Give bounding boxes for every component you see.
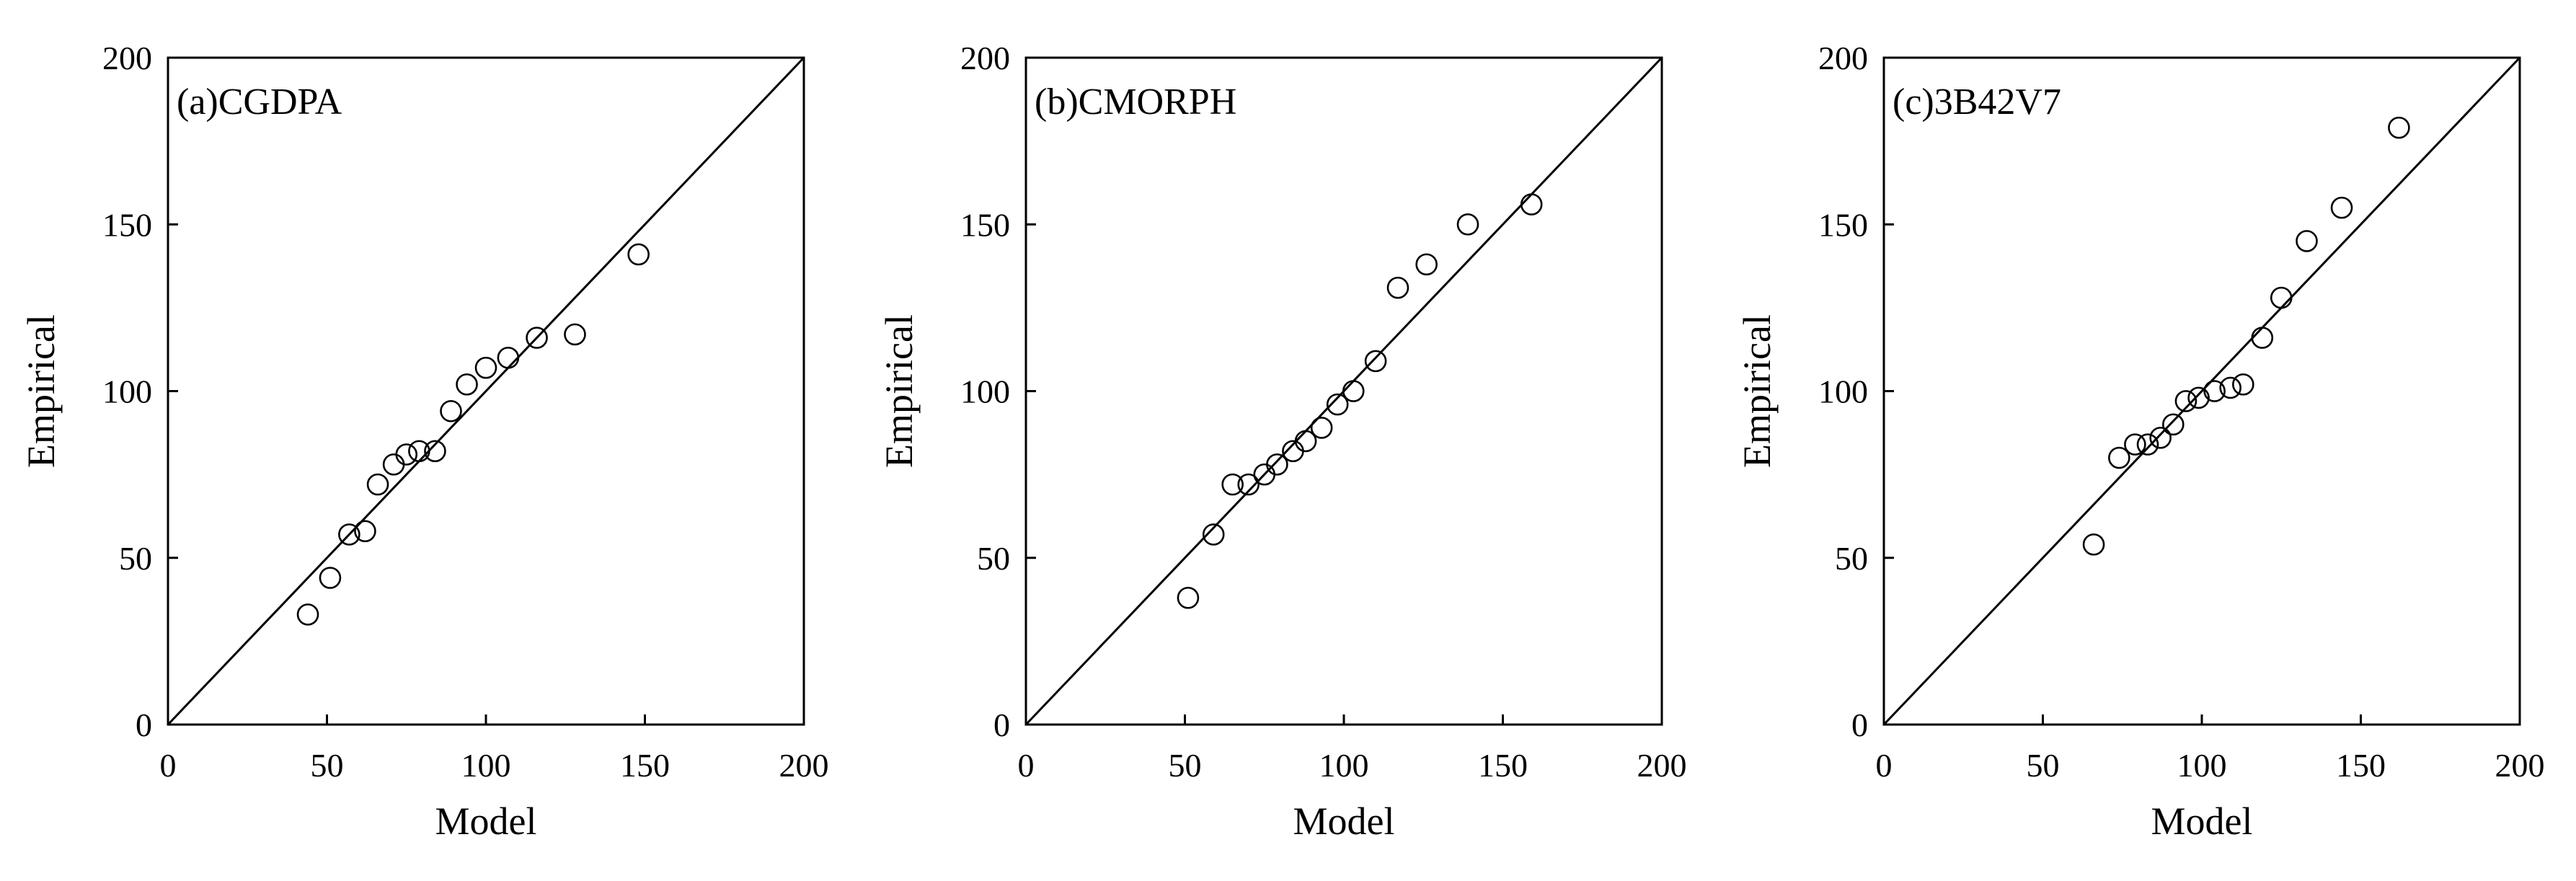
data-point — [1266, 453, 1288, 476]
data-point — [2149, 426, 2172, 449]
data-point — [564, 323, 586, 346]
data-point — [2174, 390, 2197, 412]
data-point — [338, 523, 360, 546]
x-axis-label: Model — [435, 800, 537, 843]
data-point — [1456, 213, 1479, 236]
data-point — [395, 443, 418, 466]
data-point — [1386, 276, 1409, 299]
y-tick-label: 0 — [136, 707, 152, 743]
data-point — [1326, 393, 1349, 416]
y-axis-label: Empirical — [19, 314, 63, 468]
y-tick-label: 100 — [1818, 373, 1868, 410]
data-point — [1364, 350, 1387, 373]
chart-panel-1: 0 50 100 150 200 0 50 100 150 200 (b)CMORPH Model Em… — [877, 40, 1687, 843]
data-point — [2251, 327, 2274, 349]
panel-title: (a)CGDPA — [177, 81, 342, 123]
y-tick-label: 150 — [960, 206, 1010, 243]
data-point — [296, 603, 319, 626]
data-point — [366, 473, 389, 496]
x-tick-label: 0 — [160, 747, 177, 784]
data-point — [2330, 196, 2353, 219]
chart-panel-0: 0 50 100 150 200 0 50 100 150 200 (a)CGDPA Model Emp… — [19, 40, 829, 843]
y-tick-label: 50 — [977, 540, 1010, 577]
data-point — [1342, 380, 1365, 402]
data-point — [497, 346, 520, 369]
data-point — [354, 520, 376, 543]
data-point — [1520, 193, 1543, 216]
x-tick-label: 150 — [1478, 747, 1528, 784]
data-point — [1237, 473, 1260, 496]
x-tick-label: 100 — [2177, 747, 2227, 784]
x-tick-label: 100 — [1319, 747, 1369, 784]
data-point — [627, 243, 650, 266]
x-axis-label: Model — [1293, 800, 1395, 843]
data-point — [526, 327, 548, 349]
x-tick-label: 150 — [620, 747, 670, 784]
y-tick-label: 150 — [1818, 206, 1868, 243]
one-to-one-line — [1882, 56, 2521, 726]
y-tick-label: 0 — [1851, 707, 1868, 743]
data-point — [2124, 433, 2146, 456]
y-tick-label: 150 — [102, 206, 152, 243]
y-tick-label: 200 — [102, 40, 152, 76]
x-tick-label: 50 — [1169, 747, 1202, 784]
data-point — [2082, 533, 2105, 556]
x-tick-label: 150 — [2336, 747, 2386, 784]
y-tick-label: 100 — [102, 373, 152, 410]
data-point — [2187, 386, 2210, 409]
x-tick-label: 200 — [1637, 747, 1687, 784]
x-tick-label: 0 — [1018, 747, 1035, 784]
x-tick-label: 200 — [779, 747, 829, 784]
data-point — [2108, 446, 2130, 469]
data-point — [1177, 586, 1200, 609]
data-point — [319, 567, 342, 589]
data-point — [2136, 433, 2159, 456]
x-tick-label: 200 — [2495, 747, 2545, 784]
panel-title: (c)3B42V7 — [1893, 81, 2061, 123]
data-point — [424, 440, 446, 463]
data-point — [2232, 373, 2254, 396]
x-tick-label: 50 — [311, 747, 344, 784]
data-point — [2270, 286, 2293, 309]
data-point — [1202, 523, 1225, 546]
data-point — [382, 453, 405, 476]
panel-title: (b)CMORPH — [1035, 81, 1236, 123]
one-to-one-line — [167, 56, 805, 726]
data-point — [440, 399, 462, 422]
data-point — [1415, 253, 1438, 276]
x-tick-label: 0 — [1876, 747, 1893, 784]
data-point — [2162, 413, 2185, 436]
data-point — [456, 373, 478, 396]
x-axis-label: Model — [2151, 800, 2253, 843]
data-point — [474, 356, 497, 379]
data-point — [408, 440, 430, 463]
data-point — [2296, 230, 2318, 252]
y-axis-label: Empirical — [877, 314, 921, 468]
y-axis-label: Empirical — [1735, 314, 1779, 468]
y-tick-label: 50 — [1835, 540, 1868, 577]
y-tick-label: 200 — [1818, 40, 1868, 76]
y-tick-label: 0 — [993, 707, 1010, 743]
y-tick-label: 200 — [960, 40, 1010, 76]
x-tick-label: 100 — [461, 747, 511, 784]
data-point — [2203, 380, 2226, 402]
data-point — [1294, 430, 1317, 453]
y-tick-label: 50 — [119, 540, 152, 577]
x-tick-label: 50 — [2027, 747, 2060, 784]
y-tick-label: 100 — [960, 373, 1010, 410]
data-point — [1310, 417, 1333, 439]
data-point — [2388, 116, 2410, 139]
data-point — [2219, 376, 2241, 399]
chart-panel-2: 0 50 100 150 200 0 50 100 150 200 (c)3B42V7 Model Em… — [1735, 40, 2545, 843]
data-point — [1221, 473, 1244, 496]
